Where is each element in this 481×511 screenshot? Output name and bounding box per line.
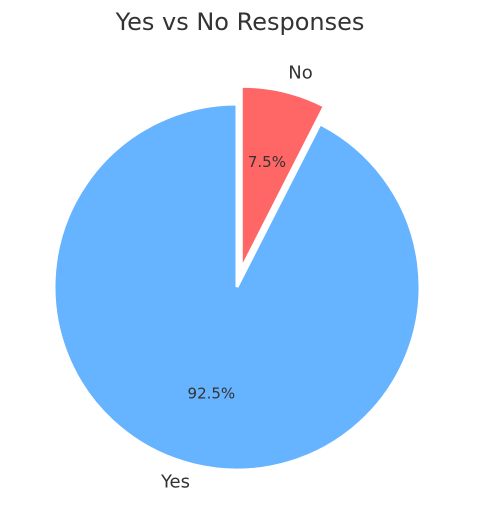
pie-slice <box>52 102 422 472</box>
value-label: 7.5% <box>248 153 286 171</box>
value-label: 92.5% <box>188 384 236 402</box>
slice-label: No <box>288 62 312 83</box>
slice-label: Yes <box>160 472 190 493</box>
pie-slice <box>239 84 327 270</box>
chart-title: Yes vs No Responses <box>115 8 365 36</box>
